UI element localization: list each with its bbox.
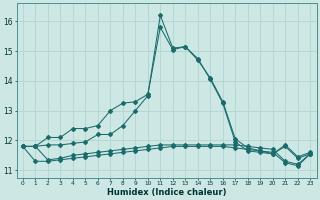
X-axis label: Humidex (Indice chaleur): Humidex (Indice chaleur): [107, 188, 226, 197]
